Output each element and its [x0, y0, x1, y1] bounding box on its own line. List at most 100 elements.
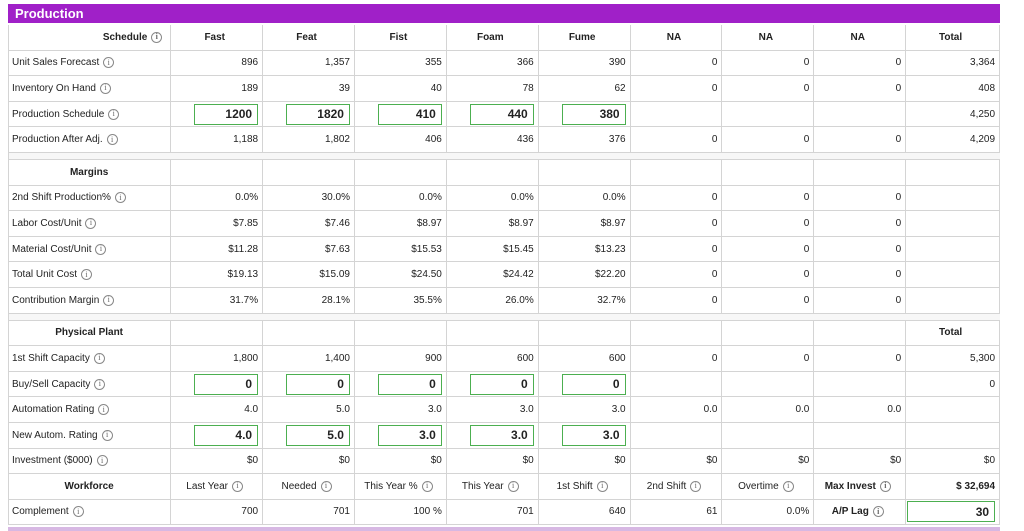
input-cell: 410 — [355, 101, 447, 127]
row-label: 1st Shift Capacity i — [9, 346, 172, 371]
info-icon[interactable]: i — [782, 480, 794, 492]
col-label: A/P Lag — [831, 506, 869, 518]
value-cell: 39 — [263, 76, 355, 101]
info-icon[interactable]: i — [507, 480, 519, 492]
value-cell: 0.0% — [722, 499, 815, 525]
input-cell: 440 — [447, 101, 539, 127]
empty-cell — [263, 320, 355, 346]
workforce-col-header: This Year % i — [355, 474, 447, 499]
plant-heading-row: Physical Plant Total — [8, 320, 1001, 347]
info-icon[interactable]: i — [101, 429, 113, 441]
product-header: NA — [631, 25, 723, 50]
labor-cost-row: Labor Cost/Unit i $7.85 $7.46 $8.97 $8.97… — [8, 211, 1001, 237]
value-cell: $0 — [355, 448, 447, 474]
info-icon[interactable]: i — [103, 294, 115, 306]
ap-lag-input[interactable]: 30 — [907, 501, 996, 523]
contribution-margin-row: Contribution Margin i 31.7% 28.1% 35.5% 2… — [8, 287, 1001, 314]
info-icon[interactable]: i — [114, 192, 126, 204]
value-cell: $22.20 — [539, 262, 631, 287]
info-icon[interactable]: i — [690, 480, 702, 492]
new-autom-input[interactable]: 4.0 — [194, 424, 259, 446]
workforce-col-header: Overtime i — [722, 474, 815, 499]
input-cell: 3.0 — [447, 422, 539, 448]
value-cell: $11.28 — [171, 236, 264, 262]
production-schedule-input[interactable]: 1820 — [285, 103, 350, 125]
total-cell: 3,364 — [906, 50, 1001, 76]
production-schedule-input[interactable]: 380 — [561, 103, 626, 125]
new-autom-input[interactable]: 3.0 — [561, 424, 626, 446]
buy-sell-input[interactable]: 0 — [285, 373, 350, 395]
value-cell: 376 — [539, 127, 631, 152]
value-cell: 26.0% — [447, 287, 539, 313]
info-icon[interactable]: i — [151, 31, 163, 43]
value-cell: 436 — [447, 127, 539, 152]
info-icon[interactable]: i — [872, 506, 884, 518]
empty-cell — [722, 422, 815, 448]
value-cell: 100 % — [355, 499, 447, 525]
new-autom-rating-row: New Autom. Rating i 4.0 5.0 3.0 3.0 3.0 — [8, 422, 1001, 449]
buy-sell-input[interactable]: 0 — [469, 373, 534, 395]
input-cell: 0 — [539, 371, 631, 397]
buy-sell-input[interactable]: 0 — [561, 373, 626, 395]
workforce-heading: Workforce — [9, 474, 172, 499]
value-cell: $7.63 — [263, 236, 355, 262]
production-schedule-input[interactable]: 410 — [377, 103, 442, 125]
info-icon[interactable]: i — [108, 108, 120, 120]
value-cell: 640 — [539, 499, 631, 525]
info-icon[interactable]: i — [232, 480, 244, 492]
new-autom-input[interactable]: 3.0 — [469, 424, 534, 446]
info-icon[interactable]: i — [421, 480, 433, 492]
value-cell: $8.97 — [539, 211, 631, 236]
buy-sell-input[interactable]: 0 — [194, 373, 259, 395]
new-autom-input[interactable]: 5.0 — [285, 424, 350, 446]
value-cell: 4.0 — [171, 397, 264, 422]
info-icon[interactable]: i — [93, 352, 105, 364]
margins-heading-row: Margins — [8, 159, 1001, 186]
new-autom-input[interactable]: 3.0 — [377, 424, 442, 446]
product-header: Fume — [539, 25, 631, 50]
value-cell: 0 — [814, 346, 907, 371]
info-icon[interactable]: i — [98, 404, 110, 416]
info-icon[interactable]: i — [95, 243, 107, 255]
value-cell: $19.13 — [171, 262, 264, 287]
empty-cell — [539, 320, 631, 346]
workforce-col-header: 1st Shift i — [539, 474, 631, 499]
empty-cell — [906, 211, 1001, 236]
value-cell: 700 — [171, 499, 264, 525]
row-label: Automation Rating i — [9, 397, 172, 422]
value-cell: 0 — [631, 76, 723, 101]
info-icon[interactable]: i — [596, 480, 608, 492]
info-icon[interactable]: i — [99, 82, 111, 94]
value-cell: $0 — [631, 448, 723, 474]
info-icon[interactable]: i — [103, 57, 115, 69]
production-grid: Schedule i Fast Feat Fist Foam Fume NA NA… — [8, 25, 1001, 526]
empty-cell — [355, 320, 447, 346]
value-cell: 0.0 — [631, 397, 723, 422]
empty-cell — [171, 159, 264, 185]
info-icon[interactable]: i — [96, 455, 108, 467]
value-cell: $0 — [539, 448, 631, 474]
empty-cell — [631, 101, 723, 127]
production-schedule-input[interactable]: 1200 — [194, 103, 259, 125]
value-cell: 1,188 — [171, 127, 264, 152]
info-icon[interactable]: i — [106, 134, 118, 146]
empty-cell — [631, 320, 723, 346]
row-label: Material Cost/Unit i — [9, 236, 172, 262]
value-cell: 0 — [814, 211, 907, 236]
info-icon[interactable]: i — [879, 480, 891, 492]
info-icon[interactable]: i — [94, 378, 106, 390]
info-icon[interactable]: i — [320, 480, 332, 492]
empty-cell — [906, 262, 1001, 287]
spacer-row — [8, 313, 1000, 321]
empty-cell — [539, 159, 631, 185]
info-icon[interactable]: i — [72, 506, 84, 518]
workforce-col-header: Last Year i — [171, 474, 264, 499]
value-cell: $24.42 — [447, 262, 539, 287]
input-cell: 0 — [171, 371, 264, 397]
buy-sell-input[interactable]: 0 — [377, 373, 442, 395]
value-cell: 0 — [722, 50, 815, 76]
production-schedule-input[interactable]: 440 — [469, 103, 534, 125]
info-icon[interactable]: i — [85, 217, 97, 229]
empty-cell — [814, 101, 907, 127]
info-icon[interactable]: i — [81, 269, 93, 281]
